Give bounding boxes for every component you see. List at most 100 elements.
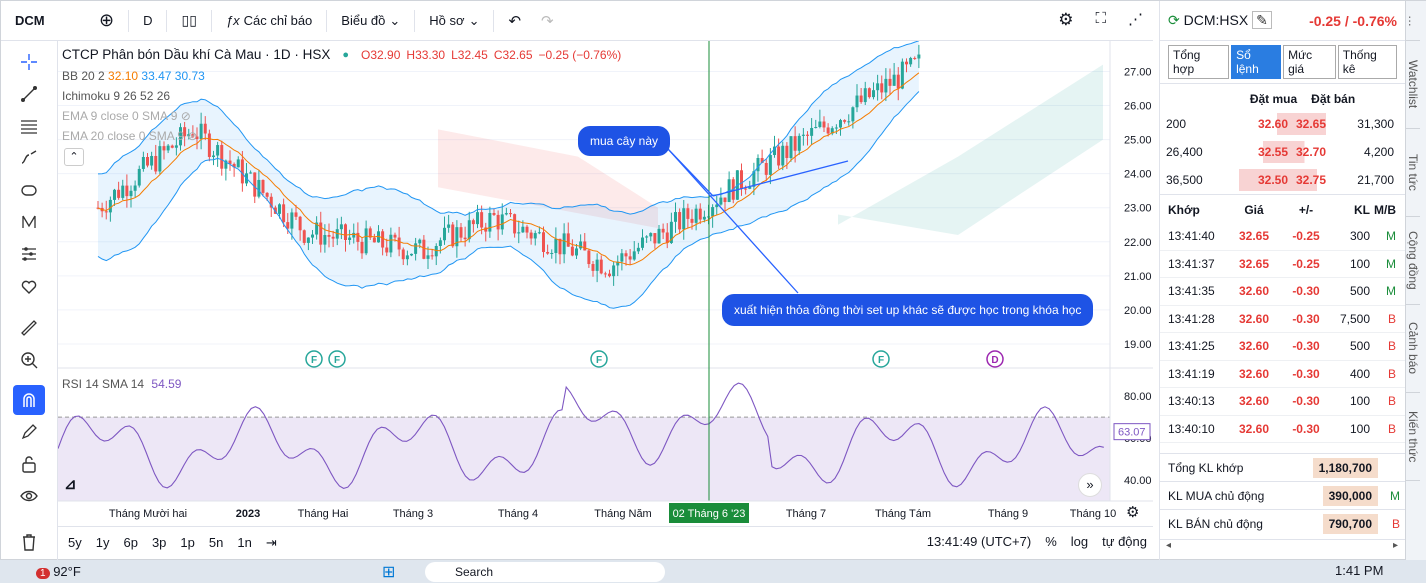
tab-orderbook[interactable]: Sổ lệnh <box>1231 45 1282 79</box>
side-tab-watchlist[interactable]: Watchlist <box>1406 41 1420 129</box>
panel-scrollbar[interactable]: ◂ ▸ <box>1160 539 1406 555</box>
percent-toggle[interactable]: % <box>1045 534 1057 549</box>
redo-icon[interactable]: ↷ <box>541 12 554 30</box>
tab-stats[interactable]: Thống kê <box>1337 45 1398 79</box>
eye-icon[interactable] <box>13 481 45 511</box>
rsi-legend[interactable]: RSI 14 SMA 14 54.59 <box>62 377 181 391</box>
orderbook-row[interactable]: 26,400 32.55 32.70 4,200 <box>1160 138 1405 166</box>
weather-temp: 92°F <box>53 564 81 579</box>
interval-button[interactable]: D <box>143 13 153 28</box>
orderbook-row[interactable]: 200 32.60 32.65 31,300 <box>1160 110 1405 138</box>
pattern-icon[interactable] <box>13 207 45 237</box>
trades-list[interactable]: 13:41:40 32.65 -0.25 300 M 13:41:37 32.65… <box>1160 223 1405 451</box>
indicators-button[interactable]: ƒx Các chỉ báo <box>220 9 318 32</box>
lock-icon[interactable] <box>13 449 45 479</box>
range-5d[interactable]: 5n <box>208 535 224 550</box>
taskbar-search[interactable]: Search <box>425 562 665 582</box>
taskbar-time[interactable]: 1:41 PM <box>1335 563 1384 578</box>
crosshair-icon[interactable] <box>13 47 45 77</box>
weather-widget[interactable]: 1 92°F <box>36 564 81 579</box>
trade-side: B <box>1387 421 1396 436</box>
candle-type-icon[interactable]: ▯▯ <box>181 12 197 28</box>
trend-line-icon[interactable] <box>13 79 45 109</box>
candle-body <box>513 214 517 234</box>
ruler-icon[interactable] <box>13 313 45 343</box>
magnet-icon[interactable] <box>13 385 45 415</box>
edit-icon[interactable]: ✎ <box>1252 11 1272 29</box>
settings-gear-icon[interactable]: ⚙ <box>1058 10 1074 29</box>
trash-icon[interactable] <box>13 527 45 557</box>
trade-change: -0.30 <box>1292 311 1320 326</box>
axis-settings-gear-icon[interactable]: ⚙ <box>1126 504 1140 521</box>
range-1d[interactable]: 1n <box>237 535 252 550</box>
side-tab-news[interactable]: Tin tức <box>1406 129 1420 217</box>
hidden-eye-icon[interactable]: ⊘ <box>180 109 191 123</box>
trade-row[interactable]: 13:41:28 32.60 -0.30 7,500 B <box>1160 306 1405 333</box>
ema20-legend[interactable]: EMA 20 close 0 SMA 9 ⊘ <box>62 129 197 143</box>
trade-row[interactable]: 13:41:35 32.60 -0.30 500 M <box>1160 278 1405 306</box>
orderbook-row[interactable]: 36,500 32.50 32.75 21,700 <box>1160 166 1405 194</box>
chart-menu-button[interactable]: Biểu đồ ⌄ <box>335 9 406 33</box>
share-icon[interactable]: ⋰ <box>1128 11 1143 28</box>
chart-canvas[interactable]: 27.00 26.00 25.00 24.00 23.00 22.00 21.00 20.00… <box>57 40 1153 526</box>
side-tab-top[interactable]: … <box>1406 1 1420 41</box>
shape-icon[interactable] <box>13 175 45 205</box>
range-1m[interactable]: 1p <box>180 535 195 550</box>
range-6m[interactable]: 6p <box>123 535 138 550</box>
brush-icon[interactable] <box>13 143 45 173</box>
bb-mid: 32.10 <box>108 69 139 83</box>
trade-row[interactable]: 13:41:40 32.65 -0.25 300 M <box>1160 223 1405 251</box>
drawing-toolbar <box>1 41 58 561</box>
tab-summary[interactable]: Tổng hợp <box>1168 45 1230 79</box>
profile-menu-button[interactable]: Hồ sơ ⌄ <box>423 9 485 33</box>
chart-area[interactable]: 27.00 26.00 25.00 24.00 23.00 22.00 21.00 20.00… <box>57 40 1153 526</box>
date-range-icon[interactable]: ⇥ <box>265 534 277 550</box>
favorite-heart-icon[interactable] <box>13 271 45 301</box>
candle-body <box>348 237 352 240</box>
windows-start-icon[interactable]: ⊞ <box>382 564 396 581</box>
bb-legend[interactable]: BB 20 2 32.10 33.47 30.73 <box>62 69 205 83</box>
side-tab-alerts[interactable]: Cảnh báo <box>1406 305 1420 393</box>
undo-icon[interactable]: ↶ <box>508 12 522 30</box>
ichimoku-legend[interactable]: Ichimoku 9 26 52 26 <box>62 89 171 103</box>
zoom-in-icon[interactable] <box>13 345 45 375</box>
collapse-legend-icon[interactable]: ⌃ <box>64 148 84 166</box>
scroll-to-end-icon[interactable]: » <box>1078 473 1102 497</box>
ema9-legend[interactable]: EMA 9 close 0 SMA 9 ⊘ <box>62 109 191 123</box>
candle-body <box>249 172 253 174</box>
symbol-search[interactable]: DCM <box>15 13 45 28</box>
bollinger-lower <box>97 91 920 309</box>
tab-price-levels[interactable]: Mức giá <box>1283 45 1336 79</box>
lock-drawing-pencil-icon[interactable] <box>13 417 45 447</box>
fullscreen-icon[interactable]: ⛶ <box>1095 10 1106 27</box>
candle-body <box>686 208 690 219</box>
fib-lines-icon[interactable] <box>13 111 45 141</box>
clock[interactable]: 13:41:49 (UTC+7) <box>926 534 1032 549</box>
candle-body <box>467 220 471 240</box>
trade-price: 32.65 <box>1238 256 1270 271</box>
candle-body <box>146 156 149 166</box>
panel-header: ⟳ DCM:HSX ✎ -0.25 / -0.76% <box>1160 1 1405 41</box>
trade-row[interactable]: 13:40:13 32.60 -0.30 100 B <box>1160 388 1405 416</box>
add-symbol-icon[interactable]: ⊕ <box>99 10 115 30</box>
panel-symbol-label: DCM:HSX <box>1183 12 1249 28</box>
summary-label: KL BÁN chủ động <box>1168 516 1263 531</box>
trade-row[interactable]: 13:41:37 32.65 -0.25 100 M <box>1160 251 1405 278</box>
buy-annotation[interactable]: mua cây này <box>578 126 671 156</box>
log-toggle[interactable]: log <box>1070 534 1089 549</box>
side-tab-community[interactable]: Cộng đồng <box>1406 217 1420 305</box>
side-tab-knowledge[interactable]: Kiến thức <box>1406 393 1420 481</box>
auto-toggle[interactable]: tự động <box>1102 534 1147 549</box>
panel-symbol[interactable]: ⟳ DCM:HSX ✎ <box>1168 11 1272 29</box>
trade-row[interactable]: 13:41:19 32.60 -0.30 400 B <box>1160 361 1405 388</box>
prediction-icon[interactable] <box>13 239 45 269</box>
note-annotation[interactable]: xuất hiện thỏa đồng thời set up khác sẽ … <box>722 294 1094 326</box>
trade-row[interactable]: 13:40:10 32.60 -0.30 100 B <box>1160 416 1405 443</box>
summary-row: KL MUA chủ động 390,000 M <box>1160 481 1406 509</box>
hidden-eye-icon[interactable]: ⊘ <box>187 129 198 143</box>
range-1y[interactable]: 1y <box>95 535 110 550</box>
range-3m[interactable]: 3p <box>151 535 167 550</box>
candle-body <box>748 186 752 189</box>
range-5y[interactable]: 5y <box>68 535 82 550</box>
trade-row[interactable]: 13:41:25 32.60 -0.30 500 B <box>1160 333 1405 361</box>
